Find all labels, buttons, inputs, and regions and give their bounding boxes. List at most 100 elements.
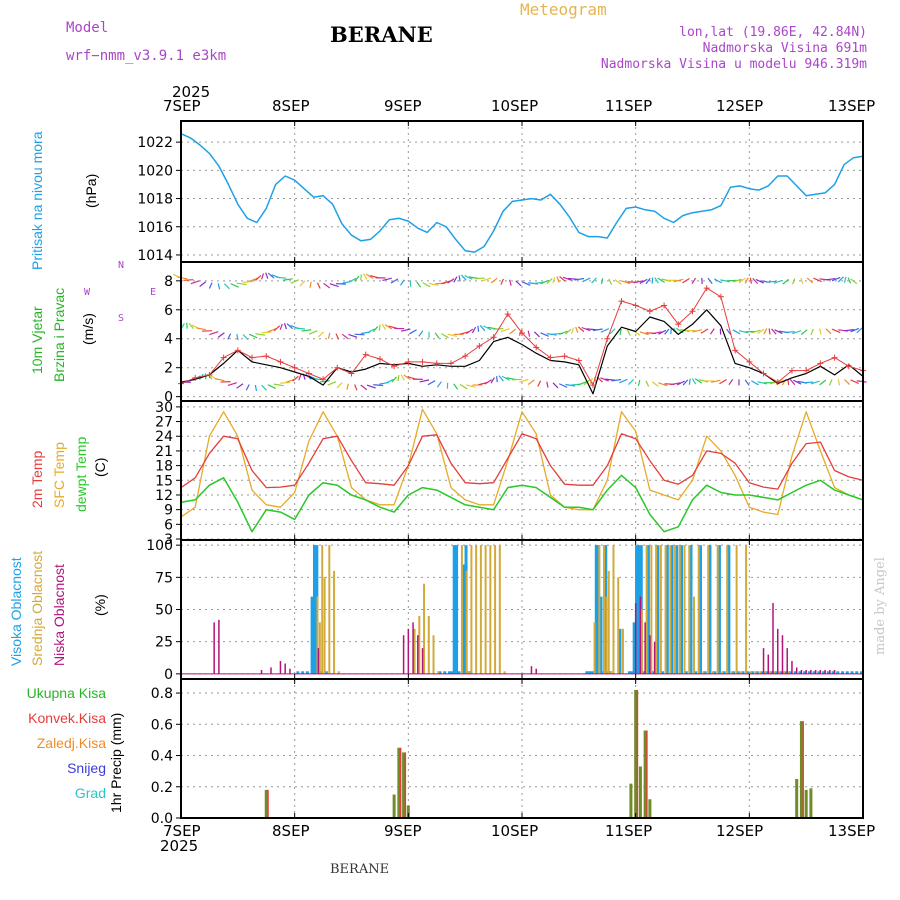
cloud-bar-mid [423,583,426,674]
precip-bar-total [392,794,396,818]
wind-direction-arrow [509,328,517,335]
y-tick-label: 12 [155,488,173,504]
date-bottom-5: 12SEP [716,822,764,840]
cloud-bar-low [805,669,807,674]
wind-unit: (m/s) [80,313,96,345]
cloud-bar-high [751,671,755,674]
wind-direction-arrow [434,332,440,339]
wind-direction-arrow [341,333,349,340]
wind-direction-arrow [236,334,239,341]
wind-direction-arrow [335,333,340,340]
wind-direction-arrow [639,278,648,284]
wind-direction-arrow [227,382,237,387]
cloud-bar-high [455,545,459,674]
cloud-bar-high [670,545,674,674]
wind-direction-arrow [792,330,802,335]
wind-direction-arrow [346,383,349,390]
wind-direction-arrow [800,277,804,285]
cloud-bar-mid [745,545,748,674]
cloud-bar-high [651,671,655,674]
wind-direction-arrow [600,377,610,382]
wind-direction-arrow [562,276,572,281]
cloud-bar-low [810,669,812,674]
wind-direction-arrow [856,327,863,334]
y-tick-label: 3 [164,532,173,548]
wind-direction-arrow [773,279,783,284]
cloud-bar-high [760,671,764,674]
date-top-6: 13SEP [828,97,876,115]
wind-direction-arrow [242,280,253,284]
wind-direction-arrow [673,278,684,283]
pressure-unit: (hPa) [83,173,99,208]
wind-direction-arrow [527,330,531,337]
y-tick-label: 24 [155,429,173,445]
temp-label-3: dewpt Temp [73,436,89,512]
date-top-5: 12SEP [716,97,764,115]
wind-obs-marker [746,358,753,365]
wind-direction-arrow [738,277,746,284]
cloud-bar-high [675,545,679,674]
cloud-bar-high [755,671,759,674]
wind-direction-arrow [190,280,200,285]
wind-direction-arrow [177,276,188,280]
y-tick-label: 18 [155,459,173,475]
wind-direction-arrow [390,278,399,284]
y-tick-label: 4 [164,332,173,348]
wind-label-1: 10m Vjetar [29,306,45,374]
pressure-line [180,133,864,253]
wind-obs-marker [263,353,270,360]
y-tick-label: 100 [146,538,173,554]
wind-direction-arrow [527,379,535,386]
cloud-bar-high [680,545,684,674]
wind-direction-arrow [552,382,559,389]
cloud-bar-high [310,596,314,674]
station-title: BERANE [330,22,433,47]
cloud-bar-mid [664,545,667,674]
wind-direction-arrow [354,333,365,336]
wind-direction-arrow [837,379,841,386]
cloud-bar-high [599,596,603,674]
model-elevation-label: Nadmorska Visina u modelu 946.319m [600,57,867,72]
precip-label-hail: Grad [74,785,106,801]
compass-w: W [84,287,91,298]
wind-obs-marker [334,364,341,371]
wind-direction-arrow [373,384,384,387]
cloud-bar-high [793,671,797,674]
precip-bar-total [638,766,642,818]
cloud-bar-mid [503,671,506,674]
wind-obs-marker [561,353,568,360]
pressure-panel [180,133,864,253]
wind-direction-arrow [509,279,512,286]
y-tick-label: 1018 [137,192,173,208]
wind-direction-arrow [329,283,339,288]
cloud-bar-mid [711,671,714,674]
date-bottom-1: 8SEP [272,822,310,840]
wind-direction-arrow [466,384,476,388]
wind-direction-arrow [309,330,318,335]
wind-direction-arrow [366,273,374,280]
wind-obs-marker [632,302,639,309]
cloud-bar-high [774,671,778,674]
wind-direction-arrow [670,382,681,386]
wind-direction-arrow [784,331,795,334]
cloud-bar-low [218,619,220,674]
cloud-bar-mid [494,545,497,674]
wind-direction-arrow [360,274,362,281]
wind-direction-arrow [850,379,859,385]
wind-direction-arrow [828,379,833,386]
cloud-bar-mid [659,545,662,674]
wind-direction-arrow [267,272,275,279]
cloud-bar-mid [782,671,785,674]
wind-direction-arrow [637,379,641,386]
cloud-bar-mid [437,671,440,674]
wind-direction-arrow [209,331,219,336]
cloud-bar-mid [489,545,492,674]
wind-direction-arrow [236,383,244,389]
cloud-bar-low [824,669,826,674]
cloud-bar-high [741,671,745,674]
wind-direction-arrow [477,325,480,332]
wind-direction-arrow [806,277,814,284]
wind-direction-arrow [744,277,749,284]
wind-label-2: Brzina i Pravac [51,287,67,382]
cloud-bar-mid [716,545,719,674]
